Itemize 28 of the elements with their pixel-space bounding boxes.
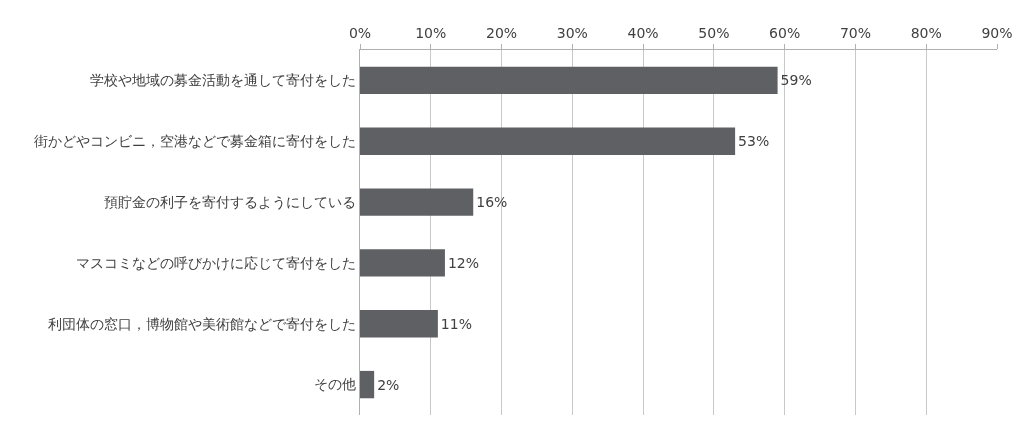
- y-tick-label: 利団体の窓口，博物館や美術館などで寄付をした: [48, 315, 357, 332]
- data-label: 59%: [780, 72, 812, 89]
- y-tick-label: 学校や地域の募金活動を通して寄付をした: [90, 72, 357, 89]
- y-tick-label: その他: [314, 376, 357, 393]
- x-tick-label: 60%: [769, 25, 801, 42]
- bar: [360, 66, 778, 95]
- x-tick-label: 30%: [556, 25, 588, 42]
- y-tick-label: 預貯金の利子を寄付するようにしている: [104, 193, 357, 210]
- bar: [360, 370, 375, 399]
- x-tick-label: 40%: [627, 25, 659, 42]
- bar: [360, 310, 438, 338]
- x-tick-label: 10%: [415, 25, 447, 42]
- data-label: 12%: [447, 254, 480, 271]
- data-label: 11%: [440, 315, 472, 332]
- x-tick-label: 80%: [910, 25, 942, 42]
- y-tick-label: マスコミなどの呼びかけに応じて寄付をした: [76, 254, 357, 271]
- y-tick-label: 街かどやコンビニ，空港などで募金箱に寄付をした: [34, 133, 357, 150]
- x-tick-label: 50%: [698, 25, 730, 42]
- bar: [360, 249, 445, 277]
- data-label: 2%: [377, 376, 400, 393]
- bar: [360, 127, 736, 155]
- bar: [360, 188, 474, 216]
- x-tick-label: 20%: [486, 25, 518, 42]
- x-tick-label: 90%: [981, 25, 1013, 42]
- x-tick-label: 0%: [348, 25, 372, 42]
- data-label: 16%: [476, 194, 508, 211]
- data-label: 53%: [738, 133, 770, 150]
- x-tick-label: 70%: [839, 25, 871, 42]
